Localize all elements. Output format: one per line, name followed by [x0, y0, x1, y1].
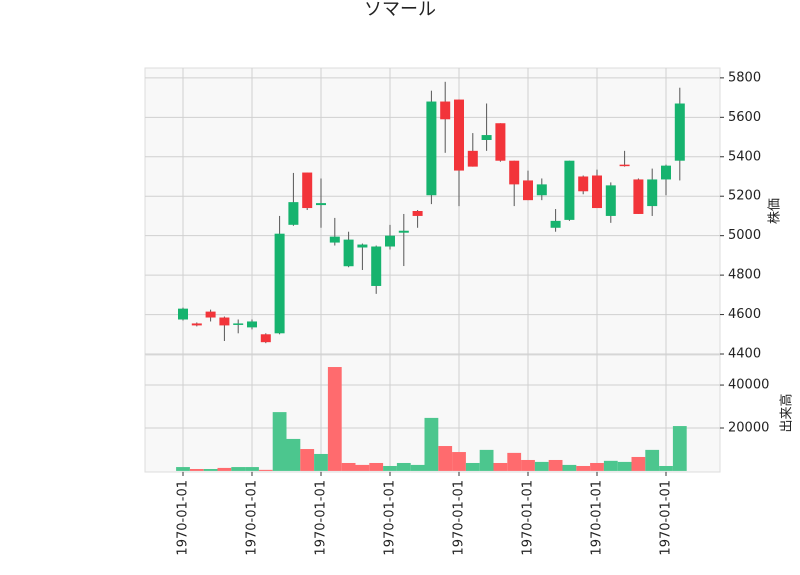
candle-body: [191, 323, 202, 326]
y-tick-label: 4400: [728, 347, 761, 362]
candle-body: [633, 179, 644, 214]
candle-body: [426, 101, 437, 196]
volume-bar: [300, 449, 315, 471]
volume-bar: [217, 467, 232, 471]
x-tick-label: 1970-01-01: [314, 480, 329, 556]
volume-bar: [424, 417, 439, 471]
candle-body: [398, 230, 409, 233]
candle-body: [288, 202, 299, 225]
x-tick-label: 1970-01-01: [521, 480, 536, 556]
y-tick-label: 4800: [728, 268, 761, 283]
y-tick-label: 5800: [728, 70, 761, 85]
volume-bar: [369, 462, 384, 471]
y-axis-label: 株価: [768, 198, 783, 224]
volume-bar: [355, 464, 370, 471]
volume-bar: [631, 456, 646, 471]
candle-body: [592, 175, 602, 209]
candle-body: [523, 180, 533, 201]
candle-body: [509, 160, 520, 185]
candle-body: [495, 123, 506, 161]
y-tick-label: 4600: [728, 307, 761, 322]
volume-bar: [245, 467, 259, 471]
y-tick-label: 5000: [728, 228, 761, 243]
volume-bar: [534, 461, 549, 471]
candle-body: [316, 203, 326, 206]
volume-bar: [645, 449, 660, 471]
volume-bar: [314, 453, 328, 471]
candle-body: [661, 165, 671, 180]
volume-bar: [258, 469, 273, 471]
x-tick-label: 1970-01-01: [590, 480, 605, 556]
candle-body: [205, 311, 216, 318]
y-tick-label: 5600: [728, 110, 761, 125]
volume-bar: [452, 452, 466, 471]
candle-body: [440, 101, 451, 120]
candle-body: [578, 176, 589, 192]
volume-bar: [176, 467, 190, 471]
volume-bar: [272, 412, 287, 471]
candle-body: [550, 220, 561, 228]
volume-bar: [231, 467, 246, 471]
volume-bar: [617, 461, 632, 471]
volume-bar: [189, 468, 204, 471]
candle-body: [454, 99, 464, 171]
volume-bar: [327, 367, 342, 471]
volume-bar: [203, 468, 218, 471]
volume-bar: [507, 452, 522, 471]
candle-body: [371, 246, 382, 286]
candle-body: [357, 244, 368, 248]
volume-bar: [590, 462, 604, 471]
y2-axis-label: 出来高: [779, 393, 795, 432]
candle-body: [329, 236, 340, 243]
candle-body: [467, 150, 478, 167]
x-tick-label: 1970-01-01: [176, 480, 191, 556]
volume-bar: [286, 438, 301, 471]
y-tick-label: 40000: [728, 378, 769, 393]
candle-body: [412, 211, 423, 216]
candle-body: [536, 184, 547, 196]
candle-body: [302, 172, 313, 209]
volume-bar: [672, 426, 687, 471]
volume-bar: [562, 464, 577, 471]
volume-bar: [576, 465, 591, 471]
candle-body: [343, 239, 354, 267]
volume-bar: [603, 460, 618, 471]
x-tick-label: 1970-01-01: [383, 480, 398, 556]
volume-bar: [396, 462, 411, 471]
chart-title: ソマール: [364, 0, 436, 20]
volume-bar: [341, 462, 356, 471]
candle-body: [385, 235, 395, 247]
x-tick-label: 1970-01-01: [452, 480, 467, 556]
candle-body: [247, 321, 257, 328]
x-tick-label: 1970-01-01: [659, 480, 674, 556]
volume-bar: [410, 464, 425, 471]
candle-body: [619, 164, 630, 167]
volume-bar: [383, 465, 397, 471]
volume-bar: [465, 462, 480, 471]
volume-bar: [659, 465, 673, 471]
candle-body: [674, 103, 685, 161]
candle-body: [233, 323, 244, 325]
volume-bar: [548, 459, 563, 471]
volume-bar: [521, 459, 535, 471]
y-tick-label: 20000: [728, 420, 769, 435]
candle-body: [605, 185, 616, 216]
candle-body: [178, 308, 188, 320]
volume-bar: [438, 446, 453, 471]
y-tick-label: 5200: [728, 189, 761, 204]
candle-body: [564, 160, 575, 220]
candle-body: [647, 179, 658, 207]
volume-bar: [493, 462, 508, 471]
x-tick-label: 1970-01-01: [245, 480, 260, 556]
candle-body: [219, 317, 230, 326]
candle-body: [481, 135, 492, 140]
y-tick-label: 5400: [728, 149, 761, 164]
candle-body: [260, 334, 271, 343]
volume-bar: [479, 449, 494, 471]
candle-body: [274, 233, 285, 334]
